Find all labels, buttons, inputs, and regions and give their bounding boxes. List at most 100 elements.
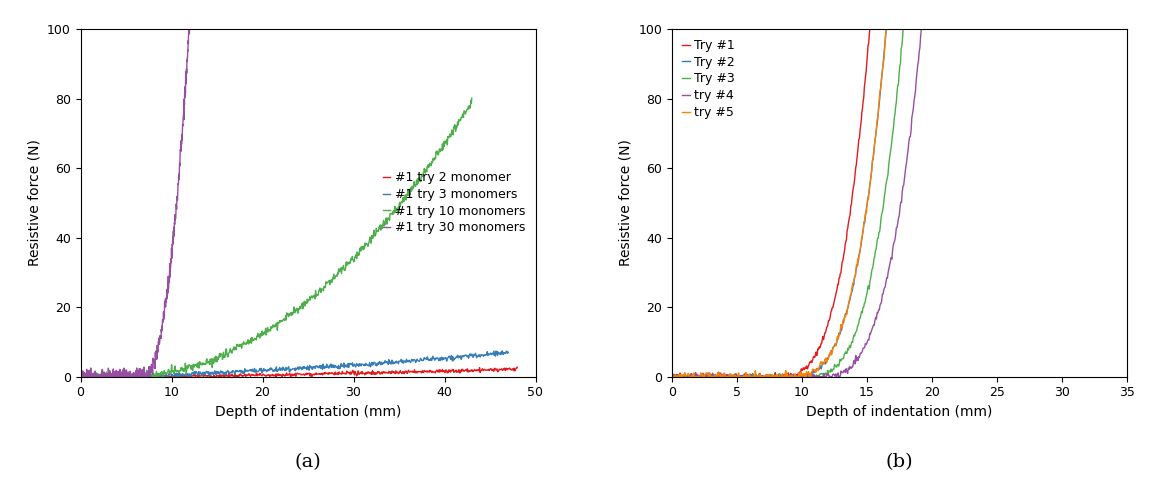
#1 try 30 monomers (198, 9, 212, 14)
try #5 (769, 374, 783, 380)
Line: #1 try 10 monomers: #1 try 10 monomers (81, 98, 471, 377)
try #4 (1107, 9, 1121, 14)
#1 try 3 monomers (346, 363, 360, 369)
try #5 (881, 9, 895, 14)
#1 try 2 monomer (100, 374, 114, 380)
Try #2 (840, 311, 853, 317)
#1 try 3 monomers (334, 362, 347, 368)
Try #2 (922, 9, 936, 14)
Try #2 (734, 374, 748, 380)
#1 try 3 monomers (399, 358, 413, 364)
Line: #1 try 2 monomer: #1 try 2 monomer (81, 367, 518, 377)
#1 try 10 monomers (98, 374, 112, 380)
Try #3 (665, 373, 678, 379)
#1 try 30 monomers (237, 9, 251, 14)
try #5 (936, 9, 950, 14)
Try #1 (731, 372, 745, 378)
Try #2 (1049, 9, 1063, 14)
#1 try 3 monomers (501, 349, 515, 355)
Try #1 (884, 9, 898, 14)
Legend: #1 try 2 monomer, #1 try 3 monomers, #1 try 10 monomers, #1 try 30 monomers: #1 try 2 monomer, #1 try 3 monomers, #1 … (378, 168, 529, 238)
#1 try 30 monomers (178, 95, 192, 100)
Try #1 (865, 9, 879, 14)
Try #3 (944, 9, 958, 14)
try #5 (665, 373, 678, 379)
Try #2 (956, 9, 969, 14)
Try #1 (914, 9, 928, 14)
Try #1 (666, 374, 680, 380)
Line: Try #2: Try #2 (672, 12, 1056, 377)
#1 try 10 monomers (312, 290, 325, 296)
#1 try 2 monomer (405, 369, 419, 375)
Try #3 (667, 374, 681, 380)
Try #3 (898, 9, 912, 14)
Line: #1 try 30 monomers: #1 try 30 monomers (81, 12, 244, 377)
Try #2 (666, 374, 680, 380)
#1 try 2 monomer (328, 372, 342, 378)
try #4 (998, 9, 1012, 14)
#1 try 2 monomer (74, 374, 87, 380)
Try #2 (881, 9, 895, 14)
try #5 (1068, 9, 1082, 14)
Try #1 (834, 271, 848, 277)
#1 try 30 monomers (169, 215, 183, 221)
Try #3 (980, 9, 994, 14)
#1 try 3 monomers (74, 373, 87, 379)
try #5 (737, 373, 751, 379)
#1 try 2 monomer (352, 370, 366, 376)
Try #2 (892, 9, 906, 14)
#1 try 10 monomers (411, 181, 424, 186)
Try #1 (665, 372, 678, 378)
Y-axis label: Resistive force (N): Resistive force (N) (28, 140, 41, 266)
#1 try 10 monomers (370, 227, 384, 233)
#1 try 3 monomers (76, 374, 90, 380)
Try #2 (765, 373, 779, 379)
Try #3 (739, 374, 753, 380)
#1 try 30 monomers (74, 374, 87, 380)
Try #1 (1036, 9, 1050, 14)
#1 try 30 monomers (84, 372, 98, 378)
X-axis label: Depth of indentation (mm): Depth of indentation (mm) (806, 405, 992, 419)
Y-axis label: Resistive force (N): Resistive force (N) (619, 140, 632, 266)
#1 try 10 monomers (465, 95, 478, 101)
Try #1 (761, 372, 775, 378)
#1 try 2 monomer (450, 369, 463, 375)
try #4 (926, 9, 940, 14)
try #4 (961, 9, 975, 14)
#1 try 2 monomer (339, 371, 353, 377)
Line: #1 try 3 monomers: #1 try 3 monomers (81, 351, 508, 377)
#1 try 3 monomers (443, 354, 457, 359)
try #4 (917, 9, 930, 14)
#1 try 30 monomers (172, 163, 186, 169)
Text: (a): (a) (294, 453, 321, 471)
#1 try 10 monomers (301, 297, 315, 303)
Legend: Try #1, Try #2, Try #3, try #4, try #5: Try #1, Try #2, Try #3, try #4, try #5 (678, 35, 739, 123)
try #4 (865, 327, 879, 332)
Try #1 (945, 9, 959, 14)
try #5 (969, 9, 983, 14)
#1 try 3 monomers (100, 374, 114, 380)
try #5 (666, 374, 680, 380)
Try #2 (665, 373, 678, 379)
Try #3 (773, 371, 787, 377)
Line: try #5: try #5 (672, 12, 1075, 377)
try #5 (904, 9, 918, 14)
#1 try 30 monomers (183, 9, 197, 14)
#1 try 10 monomers (323, 279, 337, 284)
Line: try #4: try #4 (672, 12, 1114, 377)
Text: (b): (b) (886, 453, 913, 471)
#1 try 10 monomers (74, 371, 87, 377)
#1 try 3 monomers (496, 348, 509, 354)
X-axis label: Depth of indentation (mm): Depth of indentation (mm) (215, 405, 401, 419)
Line: Try #3: Try #3 (672, 12, 1088, 377)
#1 try 10 monomers (74, 374, 87, 380)
Try #3 (854, 312, 868, 318)
#1 try 30 monomers (215, 9, 229, 14)
try #4 (743, 374, 757, 380)
try #5 (848, 273, 861, 279)
#1 try 2 monomer (511, 364, 524, 370)
#1 try 3 monomers (322, 362, 336, 368)
Try #3 (912, 9, 926, 14)
Try #3 (1081, 9, 1095, 14)
try #4 (779, 373, 792, 379)
